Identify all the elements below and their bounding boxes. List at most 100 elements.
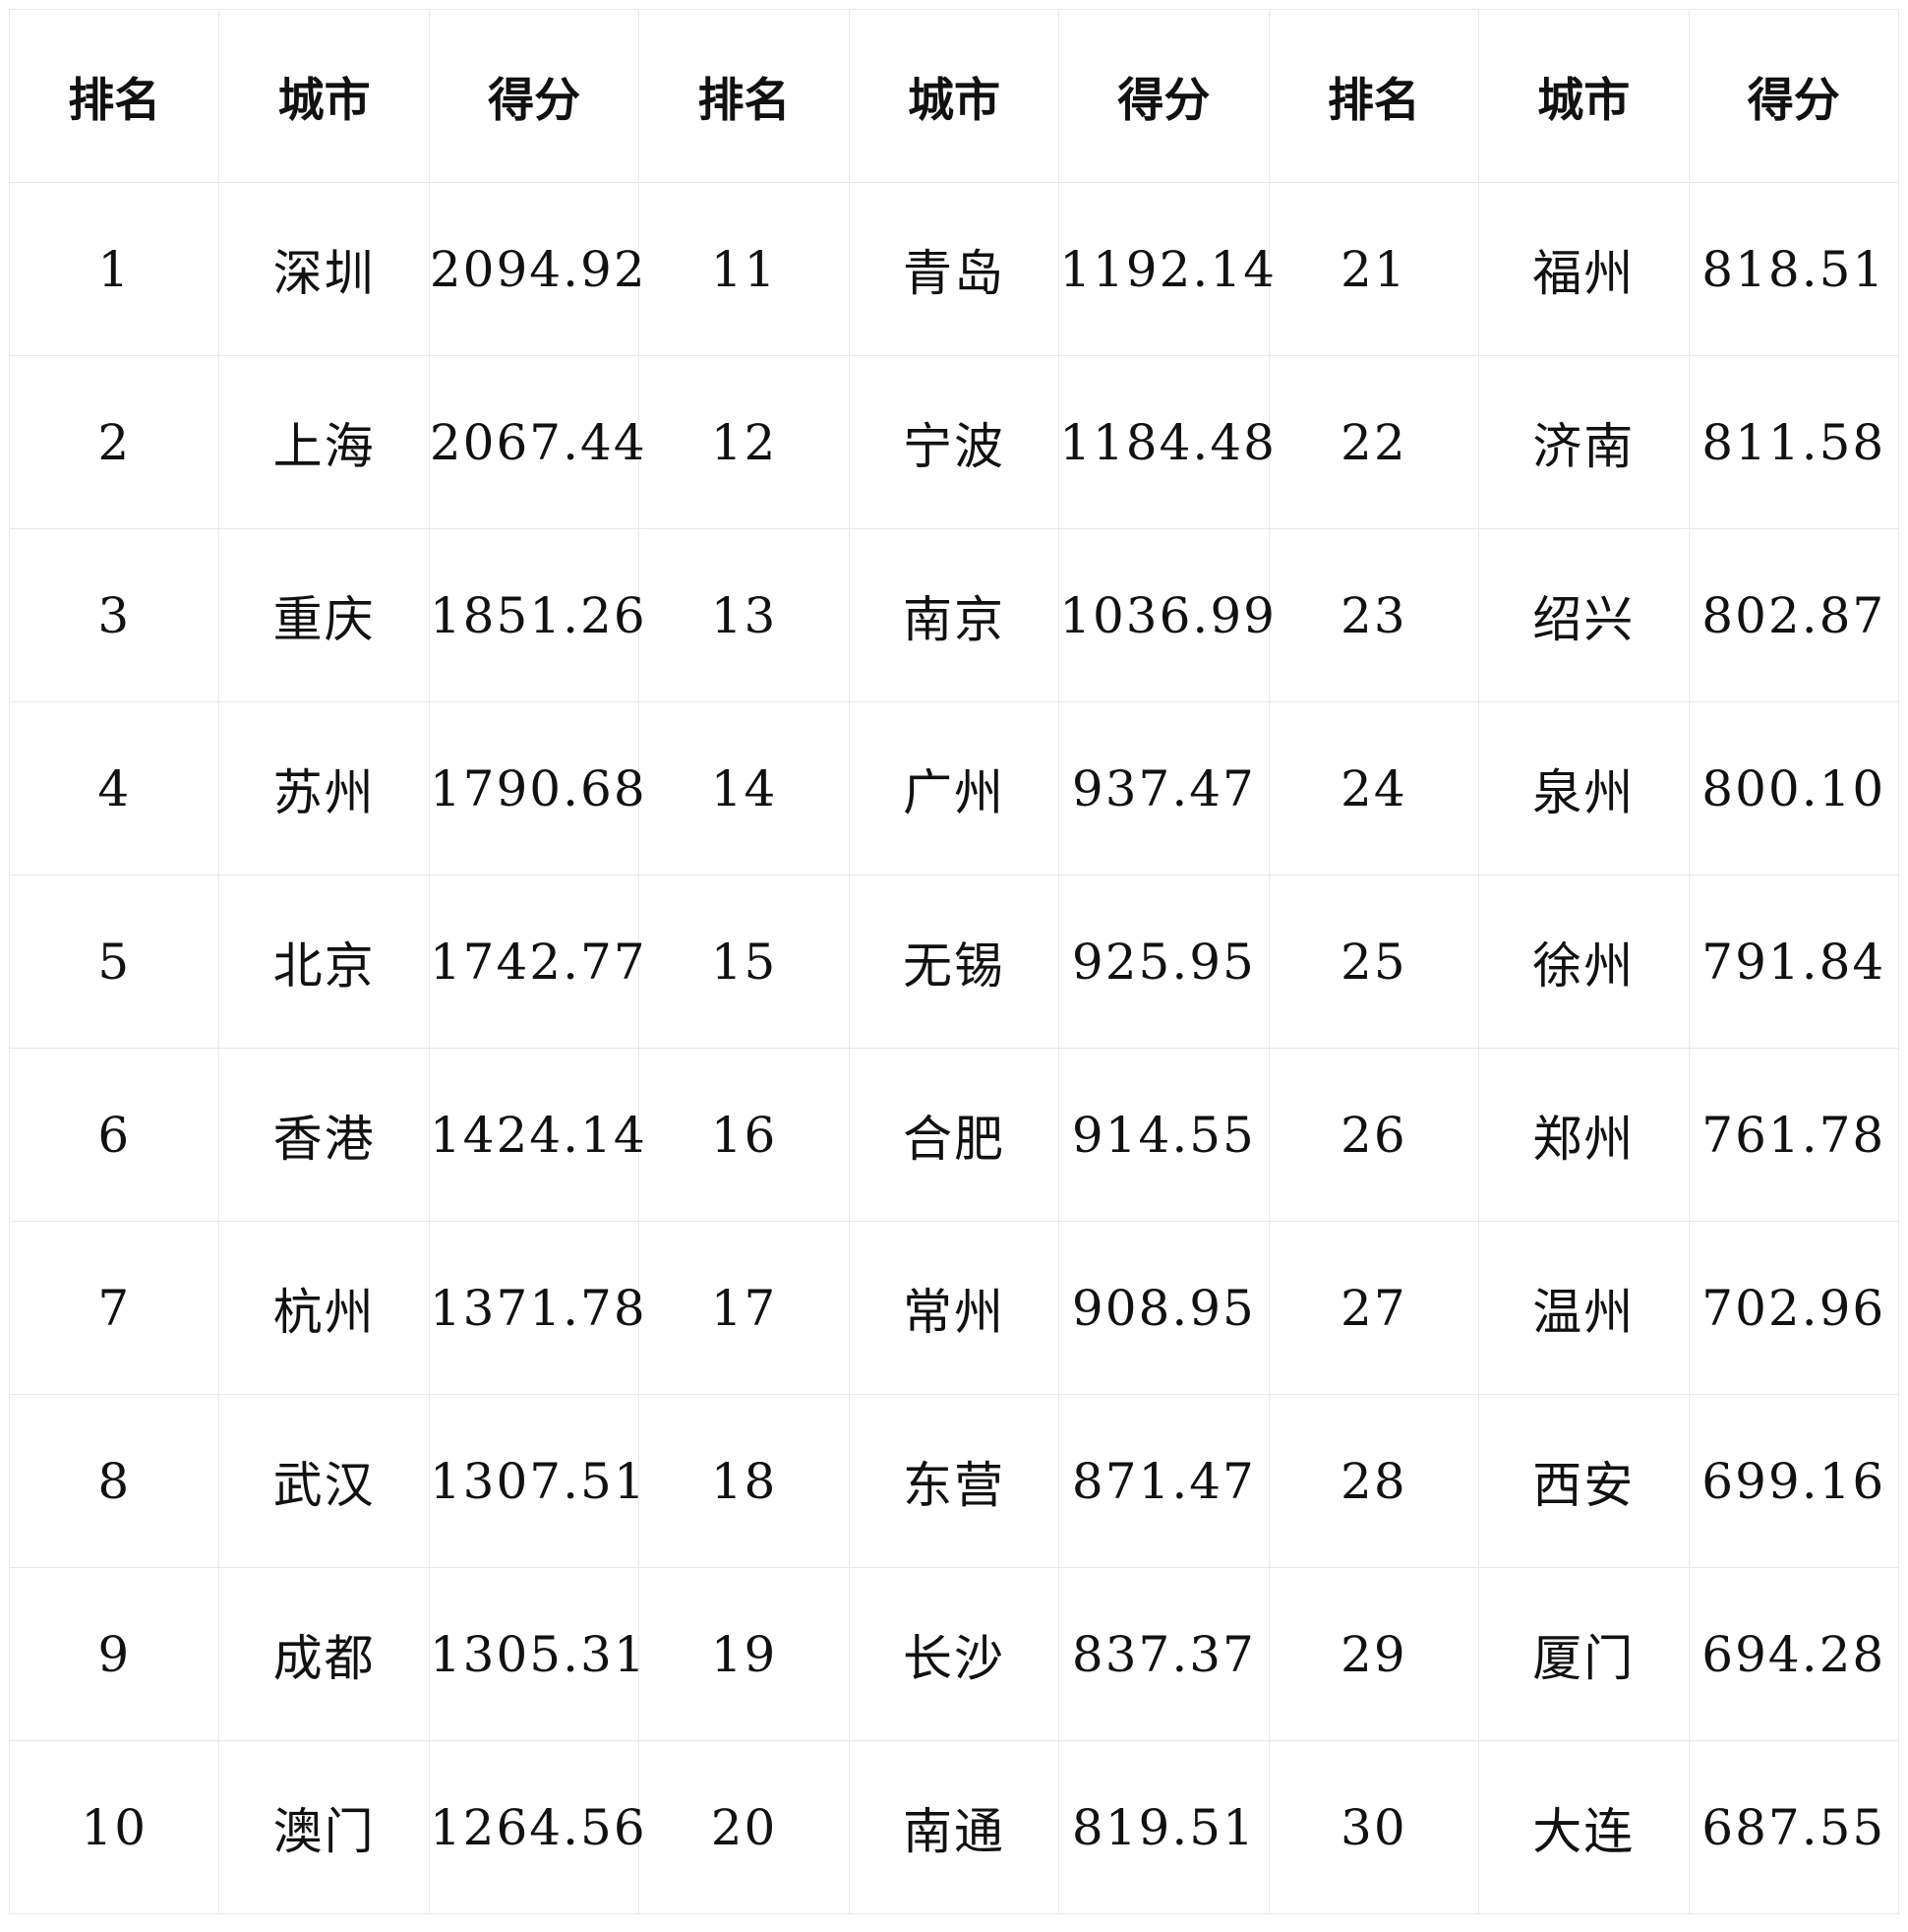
table-cell: 上海: [218, 355, 430, 529]
table-row: 5 北京 1742.77 15 无锡 925.95 25 徐州 791.84: [8, 875, 1899, 1049]
table-cell: 成都: [218, 1567, 430, 1741]
table-cell: 武汉: [218, 1394, 430, 1568]
table-cell: 699.16: [1688, 1394, 1899, 1568]
table-cell: 泉州: [1478, 701, 1690, 875]
table-cell: 2067.44: [428, 355, 645, 529]
table-cell: 南通: [848, 1740, 1060, 1914]
table-cell: 20: [638, 1740, 850, 1914]
table-cell: 北京: [218, 875, 430, 1049]
table-row: 10 澳门 1264.56 20 南通 819.51 30 大连 687.55: [8, 1740, 1899, 1914]
table-cell: 绍兴: [1478, 528, 1690, 702]
table-cell: 19: [638, 1567, 850, 1741]
table-cell: 27: [1268, 1221, 1480, 1395]
ranking-table: 排名 城市 得分 排名 城市 得分 排名 城市 得分 1 深圳 2094.92 11 青岛 1192.14…: [8, 9, 1899, 1914]
table-cell: 1184.48: [1058, 355, 1275, 529]
table-cell: 1: [8, 182, 220, 356]
table-cell: 914.55: [1058, 1048, 1270, 1222]
table-cell: 1742.77: [428, 875, 645, 1049]
table-row: 6 香港 1424.14 16 合肥 914.55 26 郑州 761.78: [8, 1048, 1899, 1222]
table-cell: 802.87: [1688, 528, 1899, 702]
table-cell: 761.78: [1688, 1048, 1899, 1222]
table-cell: 30: [1268, 1740, 1480, 1914]
table-row: 2 上海 2067.44 12 宁波 1184.48 22 济南 811.58: [8, 355, 1899, 529]
table-cell: 17: [638, 1221, 850, 1395]
table-cell: 深圳: [218, 182, 430, 356]
table-cell: 687.55: [1688, 1740, 1899, 1914]
table-cell: 郑州: [1478, 1048, 1690, 1222]
table-cell: 3: [8, 528, 220, 702]
table-cell: 徐州: [1478, 875, 1690, 1049]
header-row: 排名 城市 得分 排名 城市 得分 排名 城市 得分: [8, 9, 1899, 183]
table-cell: 28: [1268, 1394, 1480, 1568]
table-cell: 无锡: [848, 875, 1060, 1049]
header-cell: 得分: [1688, 9, 1899, 183]
table-cell: 宁波: [848, 355, 1060, 529]
table-cell: 16: [638, 1048, 850, 1222]
table-cell: 6: [8, 1048, 220, 1222]
table-cell: 1307.51: [428, 1394, 645, 1568]
table-cell: 837.37: [1058, 1567, 1270, 1741]
table-cell: 22: [1268, 355, 1480, 529]
table-cell: 1371.78: [428, 1221, 645, 1395]
table-cell: 4: [8, 701, 220, 875]
table-cell: 694.28: [1688, 1567, 1899, 1741]
table-cell: 21: [1268, 182, 1480, 356]
table-cell: 厦门: [1478, 1567, 1690, 1741]
table-cell: 澳门: [218, 1740, 430, 1914]
table-cell: 长沙: [848, 1567, 1060, 1741]
table-cell: 15: [638, 875, 850, 1049]
table-row: 8 武汉 1307.51 18 东营 871.47 28 西安 699.16: [8, 1394, 1899, 1568]
header-cell: 城市: [218, 9, 430, 183]
table-cell: 10: [8, 1740, 220, 1914]
table-cell: 9: [8, 1567, 220, 1741]
table-cell: 常州: [848, 1221, 1060, 1395]
table-cell: 13: [638, 528, 850, 702]
table-cell: 7: [8, 1221, 220, 1395]
table-cell: 1036.99: [1058, 528, 1275, 702]
header-cell: 排名: [1268, 9, 1480, 183]
table-cell: 济南: [1478, 355, 1690, 529]
table-cell: 大连: [1478, 1740, 1690, 1914]
table-cell: 26: [1268, 1048, 1480, 1222]
table-cell: 819.51: [1058, 1740, 1270, 1914]
header-cell: 排名: [8, 9, 220, 183]
table-cell: 1851.26: [428, 528, 645, 702]
table-cell: 重庆: [218, 528, 430, 702]
table-cell: 1264.56: [428, 1740, 645, 1914]
table-cell: 1305.31: [428, 1567, 645, 1741]
table-cell: 2094.92: [428, 182, 645, 356]
table-cell: 11: [638, 182, 850, 356]
table-cell: 18: [638, 1394, 850, 1568]
header-cell: 城市: [1478, 9, 1690, 183]
table-cell: 29: [1268, 1567, 1480, 1741]
table-cell: 702.96: [1688, 1221, 1899, 1395]
table-cell: 青岛: [848, 182, 1060, 356]
table-cell: 14: [638, 701, 850, 875]
table-cell: 791.84: [1688, 875, 1899, 1049]
table-cell: 818.51: [1688, 182, 1899, 356]
table-cell: 南京: [848, 528, 1060, 702]
table-cell: 苏州: [218, 701, 430, 875]
table-cell: 937.47: [1058, 701, 1270, 875]
table-header: 排名 城市 得分 排名 城市 得分 排名 城市 得分: [8, 9, 1899, 183]
table-cell: 福州: [1478, 182, 1690, 356]
table-cell: 广州: [848, 701, 1060, 875]
table-cell: 温州: [1478, 1221, 1690, 1395]
table-cell: 1192.14: [1058, 182, 1275, 356]
table-cell: 西安: [1478, 1394, 1690, 1568]
table-cell: 871.47: [1058, 1394, 1270, 1568]
table-cell: 8: [8, 1394, 220, 1568]
table-cell: 24: [1268, 701, 1480, 875]
table-cell: 23: [1268, 528, 1480, 702]
table-row: 3 重庆 1851.26 13 南京 1036.99 23 绍兴 802.87: [8, 528, 1899, 702]
table-cell: 25: [1268, 875, 1480, 1049]
header-cell: 得分: [1058, 9, 1270, 183]
table-row: 7 杭州 1371.78 17 常州 908.95 27 温州 702.96: [8, 1221, 1899, 1395]
table-cell: 杭州: [218, 1221, 430, 1395]
table-cell: 1424.14: [428, 1048, 645, 1222]
table-cell: 香港: [218, 1048, 430, 1222]
table-cell: 908.95: [1058, 1221, 1270, 1395]
table-cell: 1790.68: [428, 701, 645, 875]
table-cell: 合肥: [848, 1048, 1060, 1222]
